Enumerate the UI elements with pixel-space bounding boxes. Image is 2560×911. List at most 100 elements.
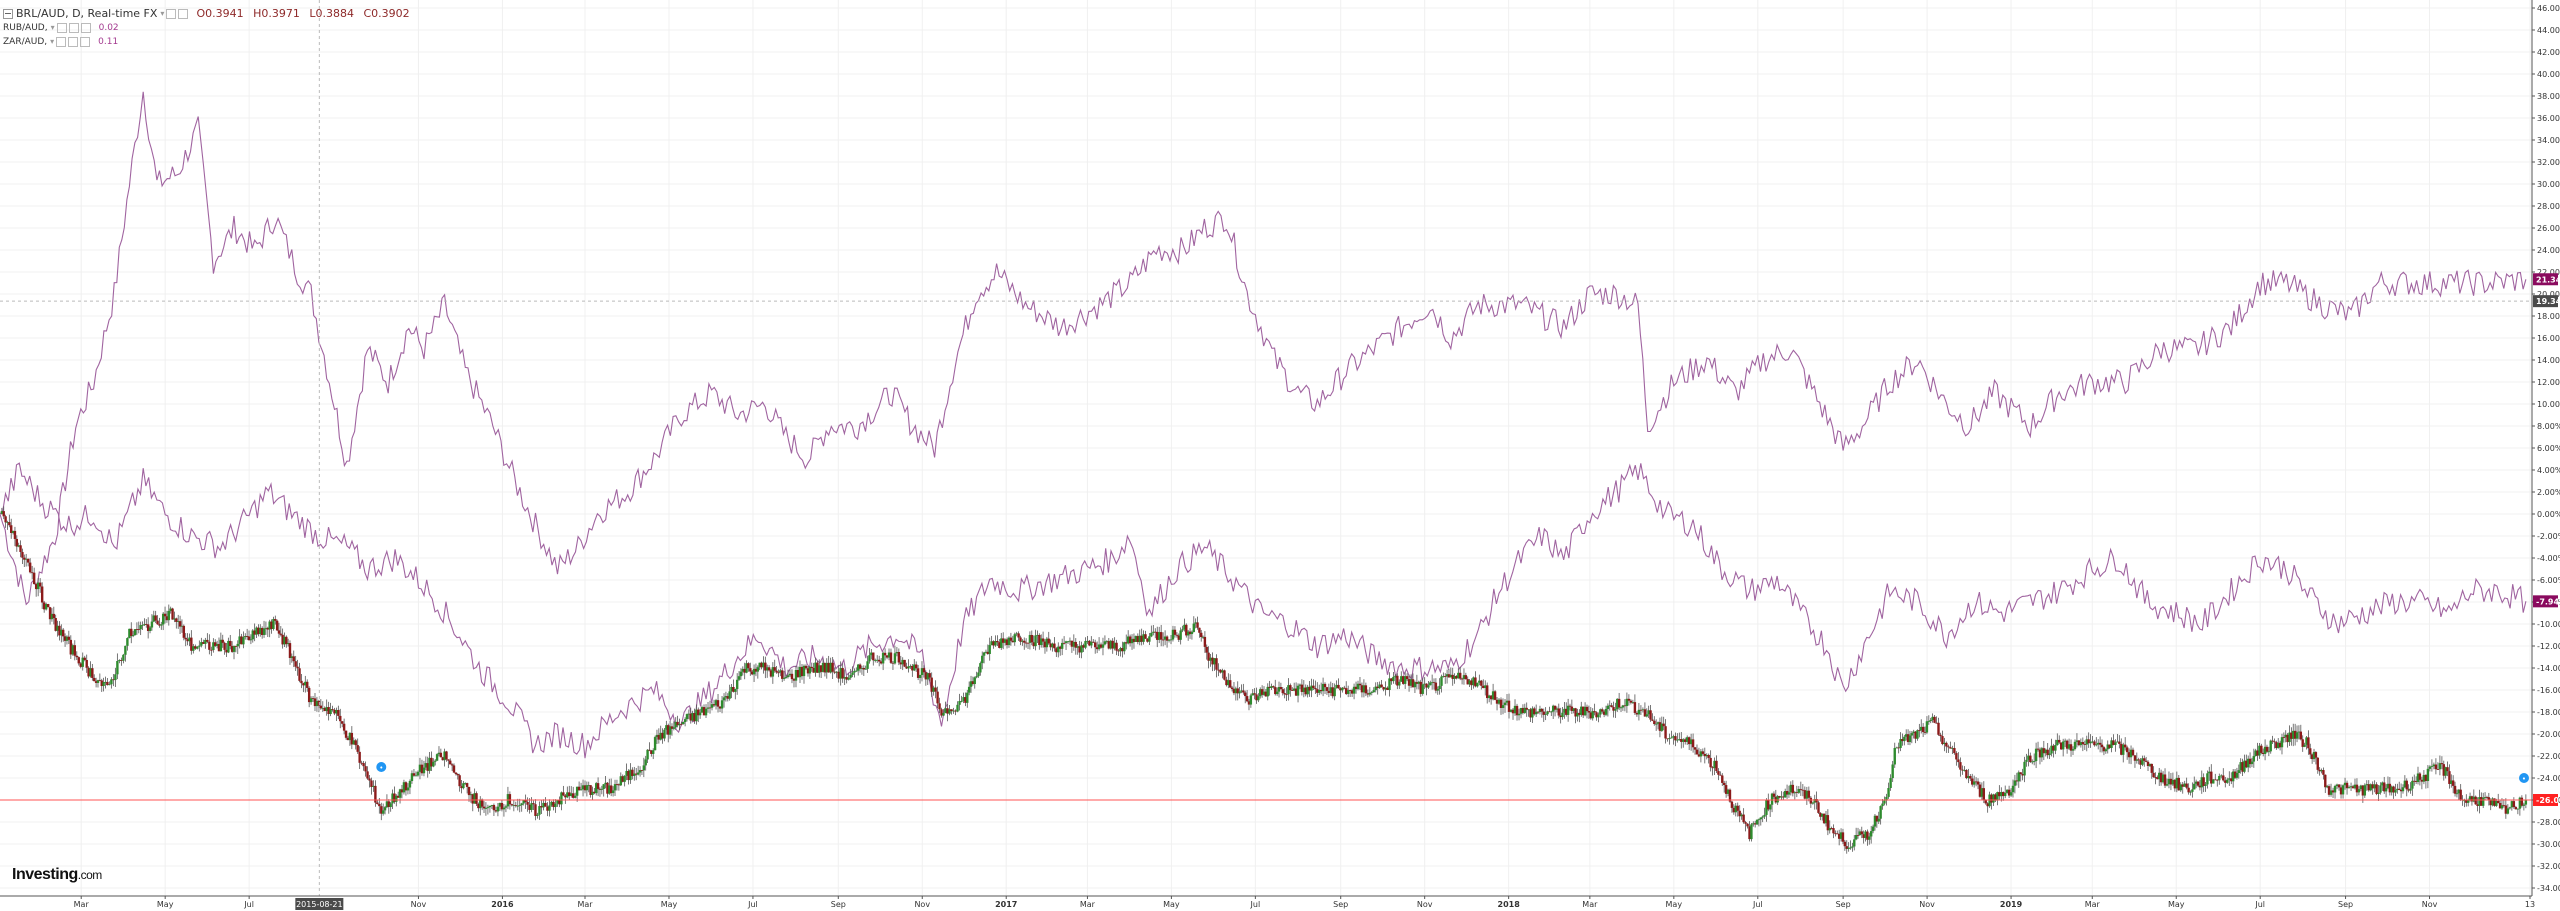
candle-body: [2243, 760, 2246, 772]
candle-body: [2106, 744, 2109, 750]
candle-body: [1899, 739, 1902, 748]
y-tick-label: 20.00%: [2537, 290, 2560, 299]
compare-dropdown-icon[interactable]: ▾: [50, 23, 55, 32]
candle-body: [260, 627, 264, 635]
price-axis[interactable]: 46.00% 44.00% 42.00% 40.00% 38.00% 36.00% 34.0…: [2531, 0, 2560, 911]
visibility-toggle-icon[interactable]: [166, 9, 177, 19]
candle-body: [1649, 710, 1652, 720]
candle-body: [460, 786, 463, 789]
candle-body: [874, 660, 877, 661]
candle-body: [1724, 785, 1728, 794]
candle-body: [2181, 784, 2184, 787]
candle-body: [283, 636, 286, 645]
candle-body: [1519, 707, 1523, 714]
candle-body: [2029, 755, 2032, 763]
close-icon[interactable]: [80, 23, 91, 33]
compare-series-label[interactable]: ZAR/AUD,: [3, 37, 48, 47]
candle-body: [475, 793, 478, 804]
candle-body: [2007, 789, 2011, 796]
candle-body: [1778, 796, 1781, 798]
candle-body: [1213, 658, 1216, 665]
candle-body: [924, 672, 928, 680]
candle-body: [2506, 808, 2510, 814]
visibility-toggle-icon[interactable]: [56, 23, 67, 33]
candle-body: [1057, 646, 1060, 653]
price-badge[interactable]: 21.34%: [2533, 273, 2560, 286]
candle-body: [2216, 779, 2219, 781]
candle-body: [674, 721, 677, 728]
candle-body: [990, 641, 993, 646]
candle-body: [552, 801, 555, 808]
candle-body: [653, 737, 657, 751]
candle-body: [165, 616, 169, 621]
candle-body: [1270, 686, 1273, 688]
candle-body: [1430, 682, 1434, 684]
candle-body: [1026, 642, 1030, 644]
candle-body: [1291, 690, 1294, 691]
candle-body: [532, 803, 535, 805]
candle-body: [1453, 675, 1456, 679]
visibility-toggle-icon[interactable]: [56, 37, 67, 47]
legend-collapse-icon[interactable]: [3, 9, 13, 19]
candle-body: [350, 732, 354, 745]
candle-body: [745, 663, 748, 673]
candle-body: [1289, 685, 1292, 691]
candle-body: [2228, 778, 2231, 780]
candle-body: [2478, 797, 2481, 806]
candle-body: [796, 669, 800, 678]
settings-icon[interactable]: [68, 37, 79, 47]
candle-body: [950, 709, 953, 712]
candle-body: [1312, 685, 1315, 689]
candle-body: [579, 789, 583, 791]
price-badge[interactable]: 19.3492: [2533, 295, 2560, 308]
candle-body: [202, 642, 205, 644]
candle-body: [829, 662, 832, 673]
close-icon[interactable]: [80, 37, 91, 47]
candle-body: [1032, 642, 1035, 647]
candle-body: [2491, 798, 2494, 806]
candle-body: [2004, 792, 2007, 797]
compare-dropdown-icon[interactable]: ▾: [50, 37, 55, 46]
candle-body: [730, 687, 733, 692]
compare-series-label[interactable]: RUB/AUD,: [3, 23, 48, 33]
candle-body: [1660, 723, 1664, 731]
candle-body: [462, 783, 465, 789]
candle-body: [19, 545, 22, 552]
candle-body: [1329, 687, 1332, 693]
price-badge[interactable]: -26.00%: [2533, 794, 2560, 806]
candle-body: [1785, 791, 1789, 795]
candle-body: [2303, 744, 2306, 747]
candle-body: [619, 776, 622, 786]
candle-body: [2218, 775, 2221, 781]
candle-body: [1154, 631, 1157, 633]
candle-body: [1525, 707, 1528, 710]
brand-logo[interactable]: Investing.com: [12, 866, 102, 884]
candle-body: [2301, 739, 2304, 747]
candle-body: [1076, 646, 1079, 648]
candle-body: [236, 643, 239, 647]
price-badge[interactable]: -7.94%: [2533, 595, 2560, 608]
candle-body: [1262, 691, 1266, 695]
candle-body: [528, 804, 531, 810]
candle-body: [1362, 685, 1366, 693]
candle-body: [1713, 760, 1716, 769]
candle-body: [383, 807, 387, 811]
candle-body: [2399, 789, 2403, 792]
candle-body: [540, 806, 543, 808]
main-series-dropdown-icon[interactable]: ▾: [160, 9, 165, 18]
candle-body: [2131, 749, 2135, 756]
candle-body: [1730, 801, 1734, 808]
candle-body: [2009, 792, 2013, 796]
candle-body: [1068, 640, 1072, 642]
settings-icon[interactable]: [68, 23, 79, 33]
candle-body: [1142, 634, 1145, 642]
settings-icon[interactable]: [178, 9, 189, 19]
candle-body: [2050, 745, 2053, 754]
candle-body: [806, 668, 810, 674]
time-axis[interactable]: Mar May Jul Nov 2016 Mar May Jul Sep Nov 2017 Mar Ma…: [0, 895, 2535, 910]
series-layer: [0, 91, 2528, 854]
candle-body: [313, 698, 317, 707]
main-series-label[interactable]: BRL/AUD, D, Real-time FX: [16, 7, 158, 20]
candle-body: [148, 627, 152, 631]
